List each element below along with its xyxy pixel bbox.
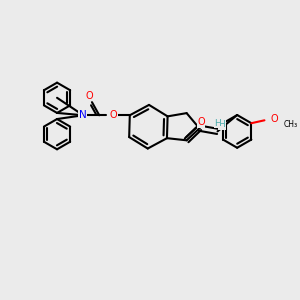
Text: O: O: [271, 114, 278, 124]
Text: N: N: [79, 110, 86, 120]
Text: O: O: [110, 110, 118, 120]
Text: CH₃: CH₃: [284, 120, 298, 129]
Text: H: H: [218, 121, 225, 130]
Text: O: O: [197, 117, 205, 127]
Text: O: O: [85, 91, 93, 101]
Text: H: H: [214, 119, 221, 128]
